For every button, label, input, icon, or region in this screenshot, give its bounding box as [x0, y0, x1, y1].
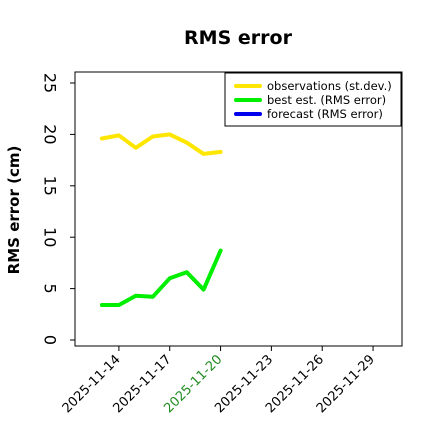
- series-line-0: [99, 132, 223, 156]
- y-tick-label: 15: [41, 176, 60, 196]
- y-tick-label: 5: [41, 284, 60, 294]
- legend-label-0: observations (st.dev.): [267, 79, 392, 93]
- legend-label-2: forecast (RMS error): [267, 107, 383, 121]
- series-line-1: [99, 248, 223, 307]
- plot-area: [74, 71, 403, 347]
- y-axis-label: RMS error (cm): [5, 146, 23, 275]
- y-axis: 0 5 10 15 20 25: [41, 73, 75, 345]
- y-tick-label: 25: [41, 73, 60, 93]
- series-lines: [99, 132, 223, 307]
- y-tick-label: 10: [41, 227, 60, 247]
- legend-label-1: best est. (RMS error): [267, 93, 386, 107]
- x-axis: 2025-11-142025-11-172025-11-202025-11-23…: [60, 346, 378, 416]
- chart-title: RMS error: [184, 27, 293, 49]
- legend: observations (st.dev.)best est. (RMS err…: [224, 72, 402, 127]
- y-tick-label: 20: [41, 124, 60, 144]
- y-tick-label: 0: [41, 335, 60, 345]
